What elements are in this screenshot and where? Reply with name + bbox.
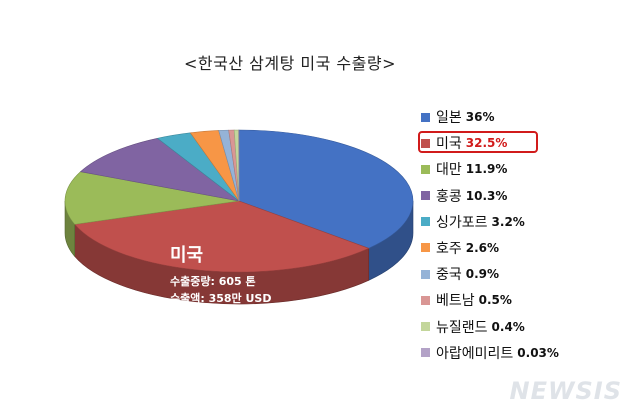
legend-item: 싱가포르 3.2% [421, 212, 559, 232]
watermark-logo: NEWSIS [509, 377, 622, 405]
legend-item: 베트남 0.5% [421, 290, 559, 310]
legend-label: 중국 [436, 267, 462, 284]
legend-swatch [421, 322, 430, 331]
legend-swatch [421, 191, 430, 201]
legend-label: 일본 [436, 110, 462, 126]
legend-item: 호주 2.6% [421, 238, 559, 258]
legend-swatch [421, 138, 430, 148]
annotation-weight: 수출중량: 605 톤 [170, 275, 256, 288]
legend-item: 아랍에미리트 0.03% [421, 343, 559, 363]
pie-slices [64, 129, 414, 273]
legend-item: 뉴질랜드 0.4% [421, 317, 559, 337]
legend-value: 3.2% [491, 214, 525, 229]
legend-item: 중국 0.9% [421, 264, 559, 284]
legend-label: 대만 [436, 162, 462, 179]
pie-slice-일본 [238, 129, 414, 249]
legend-label: 호주 [436, 240, 462, 257]
legend-label: 미국 [436, 136, 462, 153]
legend-value: 2.6% [465, 240, 500, 255]
legend-item: 홍콩 10.3% [421, 186, 559, 206]
legend-swatch [421, 112, 430, 122]
legend-item: 미국 32.5% [418, 131, 559, 154]
legend-swatch [421, 217, 430, 227]
pie-slice-홍콩 [79, 137, 240, 202]
legend-item: 일본 36% [421, 107, 559, 127]
annotation-title: 미국 [170, 245, 204, 266]
legend-swatch [421, 269, 430, 279]
legend-value: 36% [465, 110, 495, 124]
chart-title: <한국산 삼계탕 미국 수출량> [184, 54, 396, 73]
legend-value: 0.9% [465, 267, 500, 282]
chart-legend: 일본 36% 미국 32.5% 대만 11.9% 홍콩 10.3% 싱가포르 3.2% 호주 2.6%… [418, 107, 559, 369]
legend-label: 베트남 [436, 293, 475, 310]
legend-label: 홍콩 [436, 188, 462, 205]
legend-label: 아랍에미리트 [436, 345, 514, 362]
legend-value: 11.9% [465, 162, 508, 177]
annotation-amount: 수출액: 358만 USD [170, 292, 272, 305]
pie-annotation: 미국 수출중량: 605 톤 수출액: 358만 USD [170, 241, 272, 307]
legend-swatch [421, 295, 430, 305]
legend-value: 0.5% [478, 293, 512, 308]
legend-item: 대만 11.9% [421, 159, 559, 179]
legend-label: 뉴질랜드 [436, 319, 488, 336]
legend-value: 0.03% [517, 345, 559, 360]
legend-value: 32.5% [465, 136, 508, 151]
legend-swatch [421, 164, 430, 174]
legend-value: 0.4% [491, 319, 525, 334]
legend-value: 10.3% [465, 188, 508, 203]
legend-swatch [421, 243, 430, 253]
pie-slice-미국 [74, 200, 370, 273]
pie-slice-대만 [64, 171, 240, 225]
legend-swatch [421, 348, 430, 358]
legend-label: 싱가포르 [436, 214, 488, 231]
